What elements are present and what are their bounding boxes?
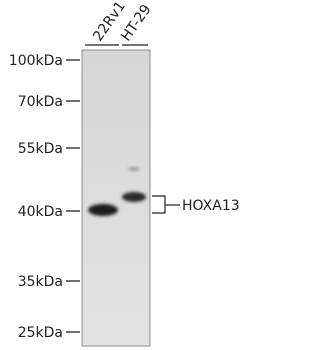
bracket [152,195,166,214]
marker-label: 100kDa [9,53,63,69]
blot-figure: 22Rv1 HT-29 100kDa70kDa55kDa40kDa35kDa25… [9,0,240,347]
faint-band [128,167,140,171]
marker-label: 25kDa [18,325,63,341]
marker-label: 70kDa [18,94,63,110]
markers: 100kDa 70kDa 55kDa 40kDa 35kDa 25kDa [9,53,80,341]
marker-label: 40kDa [18,204,63,220]
band [88,204,118,216]
band [122,192,146,202]
band-label: HOXA13 [182,198,240,214]
marker-label: 55kDa [18,141,63,157]
marker-label: 35kDa [18,274,63,290]
